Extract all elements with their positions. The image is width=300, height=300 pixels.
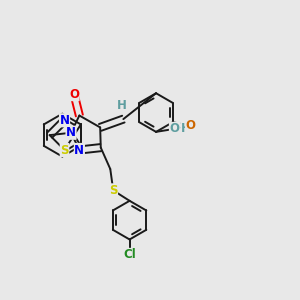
Text: N: N: [74, 143, 84, 157]
Text: O: O: [69, 88, 79, 100]
Text: O: O: [169, 122, 179, 135]
Text: Cl: Cl: [123, 248, 136, 261]
Text: O: O: [186, 119, 196, 132]
Text: N: N: [66, 126, 76, 139]
Text: N: N: [59, 114, 70, 127]
Text: S: S: [109, 184, 118, 197]
Text: H: H: [117, 99, 127, 112]
Text: H: H: [181, 122, 191, 135]
Text: H: H: [175, 124, 184, 134]
Text: S: S: [60, 143, 69, 157]
